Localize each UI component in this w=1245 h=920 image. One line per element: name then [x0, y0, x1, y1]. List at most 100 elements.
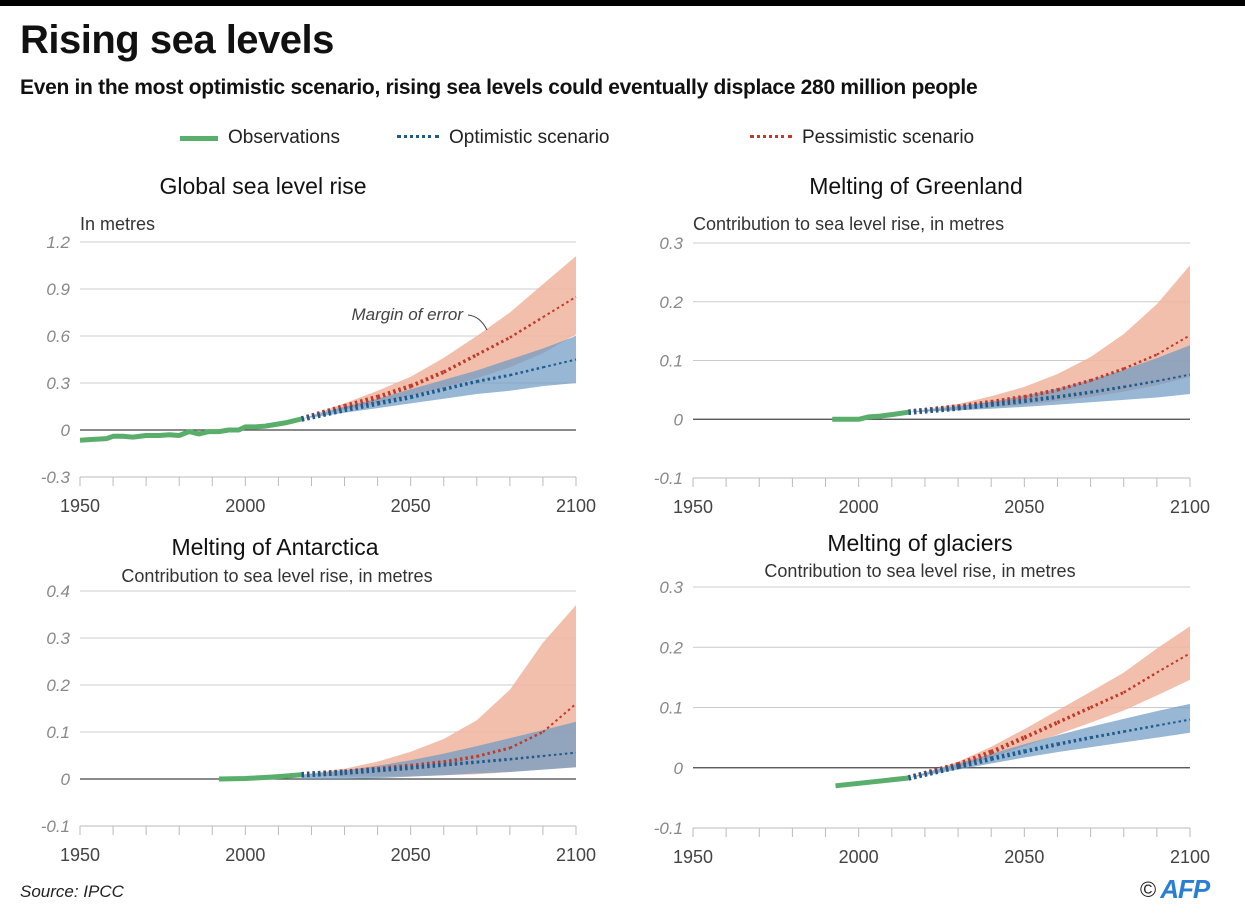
- optimistic-line-segment: [1090, 730, 1125, 740]
- optimistic-band: [301, 336, 576, 419]
- pessimistic-line-segment: [509, 316, 544, 339]
- pessimistic-swatch-icon: [750, 135, 792, 141]
- optimistic-line-segment: [509, 754, 544, 761]
- observations-line: [218, 772, 302, 782]
- pessimistic-band: [301, 605, 576, 777]
- x-tick-label: 1950: [673, 497, 713, 517]
- optimistic-band: [908, 703, 1190, 778]
- page-subtitle: Even in the most optimistic scenario, ri…: [20, 76, 978, 99]
- optimistic-line-segment: [443, 379, 478, 391]
- optimistic-line-segment: [509, 366, 544, 377]
- pessimistic-line-segment: [1056, 378, 1092, 392]
- pessimistic-line-segment: [410, 760, 444, 768]
- observations-line: [835, 775, 909, 789]
- top-rule: [0, 0, 1245, 6]
- source-note: Source: IPCC: [20, 882, 124, 901]
- optimistic-line-segment: [990, 398, 1025, 407]
- x-tick-label: 2000: [839, 847, 879, 867]
- optimistic-line-segment: [344, 767, 378, 775]
- optimistic-line-segment: [300, 406, 346, 422]
- optimistic-line-segment: [410, 762, 444, 770]
- y-tick-label: 0.6: [46, 327, 70, 346]
- pessimistic-line-segment: [509, 730, 544, 750]
- observations-line: [79, 416, 303, 443]
- y-tick-label: -0.1: [654, 469, 683, 488]
- pessimistic-line-segment: [990, 394, 1025, 405]
- chart-title: Melting of Antarctica: [171, 534, 378, 560]
- y-tick-label: 0.1: [659, 699, 683, 718]
- pessimistic-line-segment: [476, 336, 511, 357]
- y-tick-label: 0.4: [46, 582, 70, 601]
- optimistic-line-segment: [301, 769, 345, 778]
- pessimistic-line-segment: [990, 735, 1026, 755]
- optimistic-line-segment: [1024, 394, 1058, 404]
- pessimistic-line-segment: [1156, 334, 1191, 356]
- optimistic-line-segment: [1123, 724, 1158, 733]
- chart-title: Melting of glaciers: [827, 530, 1012, 556]
- observations-swatch-icon: [180, 135, 218, 141]
- chart-unit-label: In metres: [80, 214, 155, 234]
- y-tick-label: 0.1: [46, 723, 70, 742]
- optimistic-line-segment: [542, 358, 577, 369]
- x-tick-label: 1950: [60, 496, 100, 516]
- x-tick-label: 2050: [391, 845, 431, 865]
- copyright-icon: ©: [1140, 876, 1157, 902]
- x-tick-label: 2100: [556, 845, 596, 865]
- pessimistic-line-segment: [1023, 387, 1058, 399]
- optimistic-swatch-icon: [397, 135, 439, 141]
- optimistic-line-segment: [1123, 379, 1158, 389]
- y-tick-label: 0.2: [659, 293, 683, 312]
- optimistic-line-segment: [476, 757, 510, 764]
- optimistic-line-segment: [1057, 390, 1091, 399]
- legend-item-optimistic: Optimistic scenario: [397, 124, 610, 152]
- chart-panel-2: Melting of Greenland Contribution to sea …: [654, 173, 1210, 517]
- chart-unit-label: Contribution to sea level rise, in metre…: [764, 561, 1075, 581]
- optimistic-line-segment: [377, 765, 411, 773]
- page-title: Rising sea levels: [20, 18, 334, 62]
- observations-line: [832, 409, 909, 422]
- legend-item-pessimistic: Pessimistic scenario: [750, 124, 974, 152]
- legend-label-optimistic: Optimistic scenario: [449, 127, 610, 148]
- pessimistic-line-segment: [476, 746, 511, 758]
- x-tick-label: 2050: [1004, 497, 1044, 517]
- pessimistic-line-segment: [1123, 671, 1158, 694]
- optimistic-line-segment: [410, 387, 445, 400]
- pessimistic-line-segment: [443, 754, 478, 764]
- optimistic-line-segment: [542, 751, 577, 757]
- y-tick-label: 1.2: [46, 233, 70, 252]
- pessimistic-line-segment: [1089, 691, 1125, 709]
- y-tick-label: -0.1: [654, 819, 683, 838]
- optimistic-band: [908, 345, 1190, 413]
- pessimistic-line-segment: [957, 749, 993, 768]
- optimistic-band: [301, 721, 576, 779]
- x-tick-label: 2100: [1170, 497, 1210, 517]
- pessimistic-line-segment: [442, 353, 478, 374]
- pessimistic-line-segment: [1090, 367, 1125, 382]
- pessimistic-line-segment: [343, 394, 379, 409]
- annotation-label: Margin of error: [352, 305, 465, 324]
- optimistic-line-segment: [957, 402, 992, 411]
- y-tick-label: 0: [61, 421, 71, 440]
- y-tick-label: 0.3: [659, 234, 683, 253]
- y-tick-label: 0.3: [46, 629, 70, 648]
- chart-unit-label: Contribution to sea level rise, in metre…: [693, 214, 1004, 234]
- optimistic-line-segment: [344, 400, 379, 413]
- optimistic-line-segment: [1090, 385, 1124, 394]
- y-tick-label: 0.3: [46, 374, 70, 393]
- annotation-leader: [467, 314, 488, 331]
- pessimistic-band: [908, 626, 1190, 778]
- x-tick-label: 2000: [225, 496, 265, 516]
- y-tick-label: 0: [674, 410, 684, 429]
- y-tick-label: 0.2: [659, 638, 683, 657]
- x-tick-label: 2050: [1004, 847, 1044, 867]
- legend-label-observations: Observations: [228, 127, 340, 148]
- optimistic-line-segment: [377, 394, 412, 406]
- chart-panel-4: Melting of glaciers Contribution to sea l…: [654, 530, 1210, 867]
- chart-title: Global sea level rise: [159, 173, 366, 199]
- pessimistic-line-segment: [1123, 353, 1158, 370]
- optimistic-line-segment: [957, 756, 992, 769]
- x-tick-label: 2000: [225, 845, 265, 865]
- optimistic-line-segment: [1156, 718, 1191, 727]
